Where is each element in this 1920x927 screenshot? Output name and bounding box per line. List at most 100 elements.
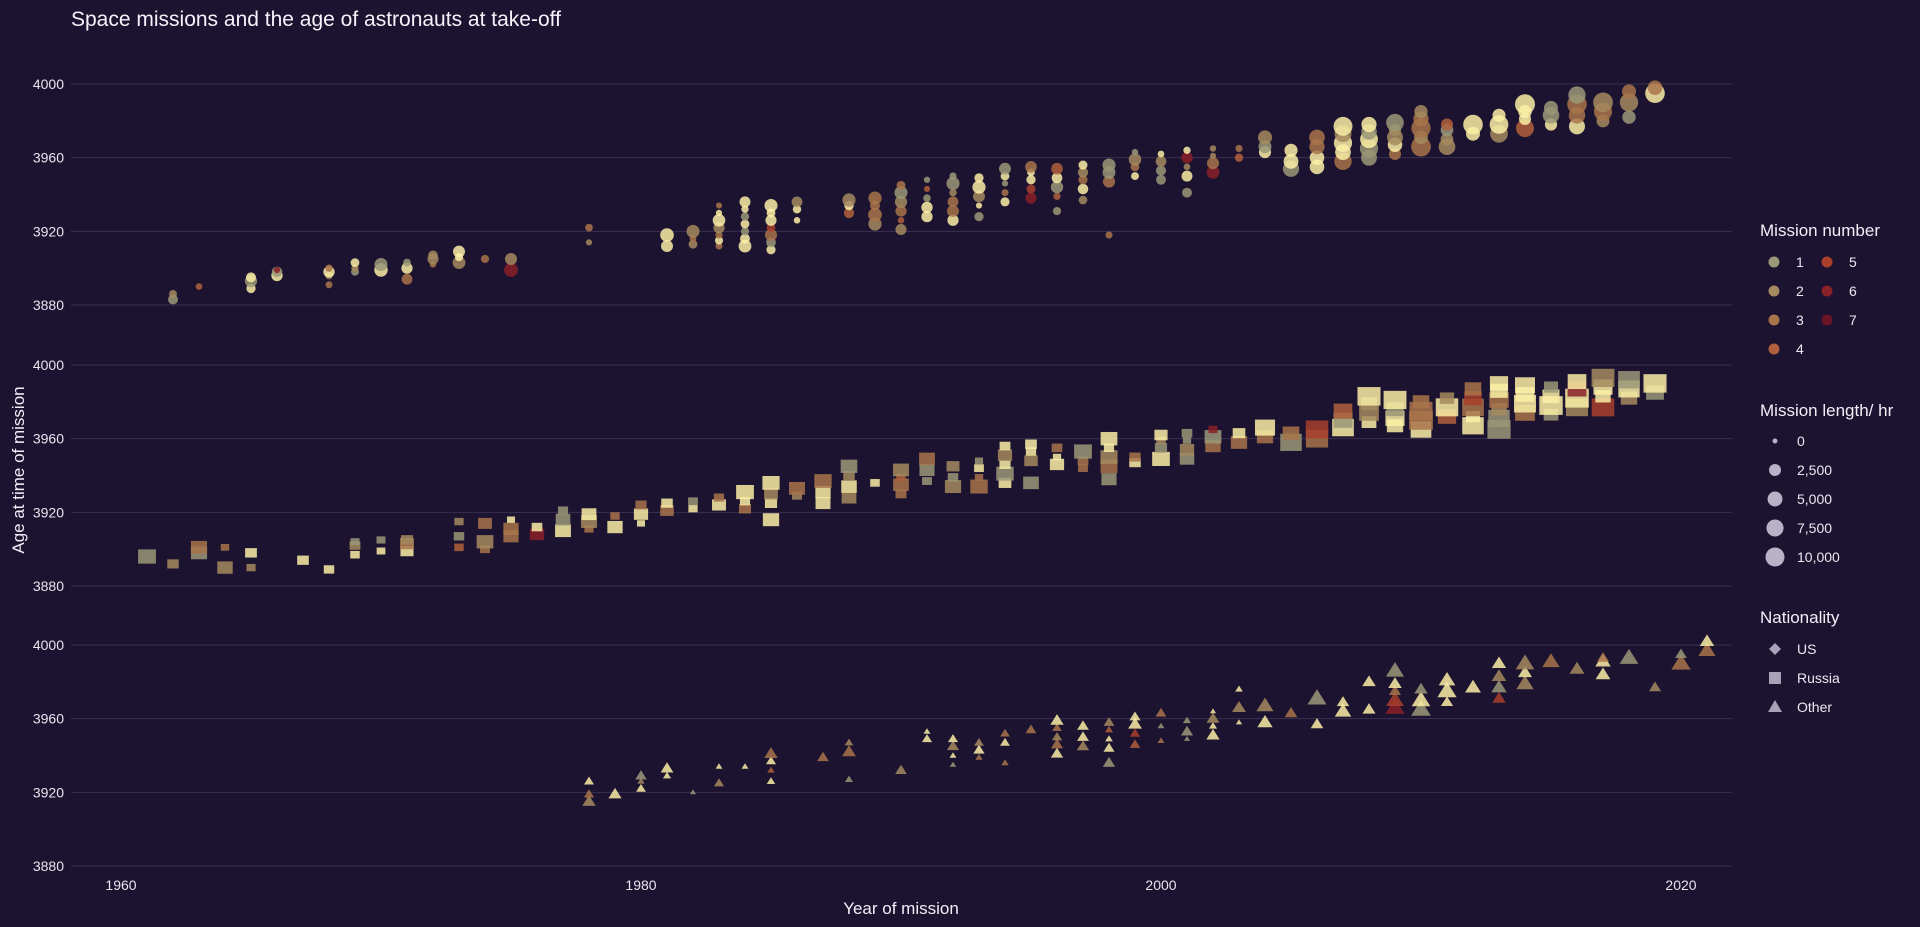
square-point (974, 457, 984, 465)
legend-mission-swatch (1768, 314, 1780, 326)
circle-point (949, 172, 957, 180)
square-point (245, 548, 257, 558)
circle-point (741, 205, 749, 213)
square-point (1333, 403, 1353, 419)
triangle-point (1102, 756, 1116, 767)
circle-point (1051, 162, 1063, 175)
x-tick-label: 1980 (625, 877, 656, 893)
triangle-point (715, 763, 723, 769)
square-point (739, 497, 751, 506)
panel-other: 4000 3960 3920 3880 (33, 634, 1732, 874)
square-point (999, 441, 1011, 451)
circle-point (1234, 153, 1244, 162)
square-point (297, 555, 309, 565)
triangle-point (1209, 708, 1217, 714)
circle-point (1568, 86, 1586, 104)
circle-point (1102, 175, 1116, 188)
square-point (349, 541, 361, 550)
square-point (815, 497, 831, 510)
circle-point (947, 214, 959, 226)
square-point (947, 473, 959, 482)
circle-point (740, 227, 750, 236)
circle-point (972, 180, 986, 194)
circle-point (1284, 143, 1298, 157)
circle-point (792, 205, 802, 214)
circle-point (1051, 172, 1063, 184)
triangle-point (1235, 719, 1243, 725)
circle-point (403, 258, 411, 267)
circle-point (1131, 172, 1139, 181)
triangle-point (817, 751, 829, 762)
circle-point (842, 193, 856, 207)
circle-point (325, 264, 333, 272)
square-point (610, 512, 620, 520)
square-point (1023, 476, 1039, 490)
circle-point (1463, 114, 1483, 135)
triangle-point (1129, 728, 1141, 737)
circle-point (661, 240, 673, 253)
triangle-point (1155, 707, 1167, 717)
legend-length-label: 5,000 (1797, 491, 1832, 507)
square-point (1074, 444, 1092, 459)
legend-mission-swatch (1821, 256, 1833, 268)
square-point (1051, 443, 1063, 453)
y-tick-label: 3920 (33, 784, 64, 800)
triangle-point (764, 747, 778, 758)
circle-point (374, 257, 388, 272)
y-tick-label: 4000 (33, 357, 64, 373)
square-point (1025, 439, 1037, 449)
circle-point (1183, 146, 1191, 154)
circle-point (974, 173, 984, 183)
square-point (738, 503, 752, 514)
square-point (896, 473, 906, 482)
triangle-point (1180, 725, 1194, 736)
panel-marks (138, 368, 1667, 574)
circle-point (895, 223, 907, 236)
circle-point (169, 289, 177, 298)
triangle-point (713, 778, 725, 787)
triangle-point (842, 745, 856, 757)
circle-point (1333, 116, 1353, 136)
triangle-point (1517, 665, 1533, 678)
circle-point (975, 202, 983, 209)
circle-point (947, 205, 959, 218)
circle-point (1492, 108, 1506, 122)
triangle-point (1386, 691, 1404, 707)
square-point (1156, 436, 1166, 445)
triangle-point (1438, 672, 1456, 686)
square-point (1357, 387, 1381, 406)
legend-mission-swatch (1768, 256, 1780, 268)
circle-point (766, 223, 776, 233)
triangle-point (1307, 689, 1327, 705)
legend-title-nationality: Nationality (1760, 608, 1840, 627)
circle-point (1516, 119, 1534, 138)
circle-point (401, 273, 413, 285)
square-point (1077, 456, 1089, 466)
square-point (870, 479, 880, 487)
legend-mission-swatch (1768, 285, 1780, 297)
circle-point (1386, 113, 1404, 132)
square-point (1543, 381, 1559, 393)
square-point (323, 565, 335, 574)
square-point (1182, 437, 1192, 444)
circle-point (1155, 156, 1167, 167)
circle-point (739, 196, 751, 208)
square-point (1464, 382, 1482, 396)
square-point (843, 470, 855, 481)
circle-point (1053, 192, 1061, 200)
legend-title-mission-number: Mission number (1760, 221, 1880, 240)
square-point (1542, 389, 1560, 404)
circle-point (1181, 170, 1193, 182)
triangle-point (1515, 654, 1535, 670)
square-point (1179, 444, 1195, 456)
circle-point (1209, 152, 1217, 159)
y-tick-label: 3920 (33, 223, 64, 239)
legend-mission-label: 7 (1849, 312, 1857, 328)
square-point (1254, 419, 1276, 436)
circle-point (946, 176, 960, 191)
legend-length-swatch (1765, 547, 1785, 567)
circle-point (1078, 160, 1088, 170)
square-point (555, 524, 571, 538)
y-tick-label: 3880 (33, 297, 64, 313)
